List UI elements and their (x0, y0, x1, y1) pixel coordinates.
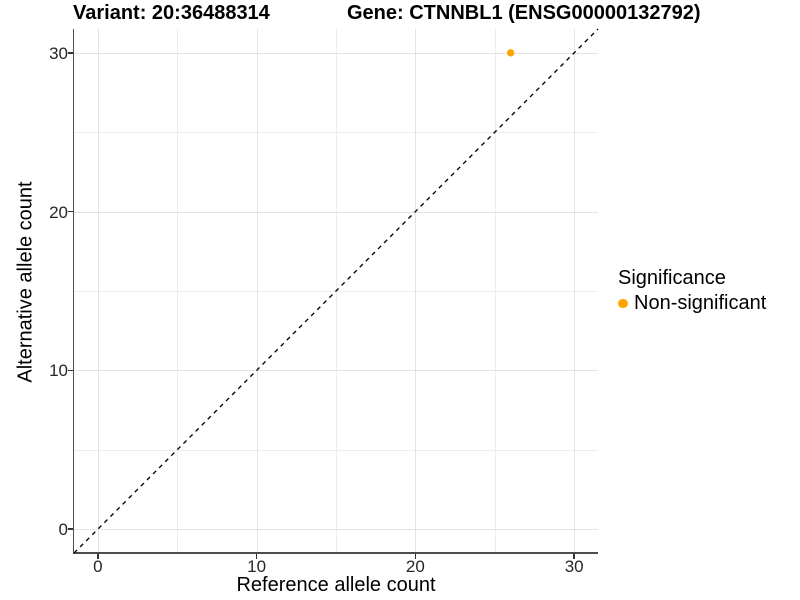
y-minor-gridline (74, 132, 598, 134)
y-tick-label: 10 (49, 361, 68, 381)
x-tick-mark (255, 553, 258, 559)
y-tick-mark (67, 52, 73, 54)
plot-title-variant: Variant: 20:36488314 (73, 2, 270, 24)
x-major-gridline (415, 29, 417, 553)
y-tick-mark (67, 528, 73, 530)
x-tick-mark (97, 553, 99, 559)
y-tick-label: 30 (49, 43, 68, 63)
x-major-gridline (574, 29, 576, 553)
legend-marker-non-significant-icon (618, 298, 628, 309)
y-tick-mark (67, 369, 73, 372)
x-tick-mark (414, 553, 417, 559)
y-tick-label: 20 (49, 202, 68, 222)
y-tick-label: 0 (58, 520, 68, 540)
plot-title-gene: Gene: CTNNBL1 (ENSG00000132792) (347, 2, 701, 24)
x-tick-mark (573, 553, 575, 559)
y-major-gridline (74, 211, 598, 213)
x-tick-label: 20 (405, 557, 425, 576)
x-major-gridline (256, 29, 258, 553)
x-major-gridline (97, 29, 99, 553)
legend: Significance Non-significant (618, 268, 766, 314)
y-major-gridline (74, 370, 598, 372)
x-axis-title: Reference allele count (236, 574, 436, 596)
y-major-gridline (74, 529, 598, 531)
x-tick-label: 30 (564, 557, 584, 576)
legend-entry: Non-significant (618, 293, 766, 314)
legend-title: Significance (618, 267, 726, 289)
x-tick-label: 10 (247, 557, 267, 576)
x-axis-line (72, 552, 598, 555)
y-minor-gridline (74, 449, 598, 451)
x-tick-label: 0 (93, 557, 103, 576)
legend-entry-label: Non-significant (634, 292, 767, 314)
y-axis-line (72, 29, 75, 554)
y-major-gridline (74, 52, 598, 54)
y-tick-mark (67, 210, 73, 213)
y-minor-gridline (74, 291, 598, 292)
